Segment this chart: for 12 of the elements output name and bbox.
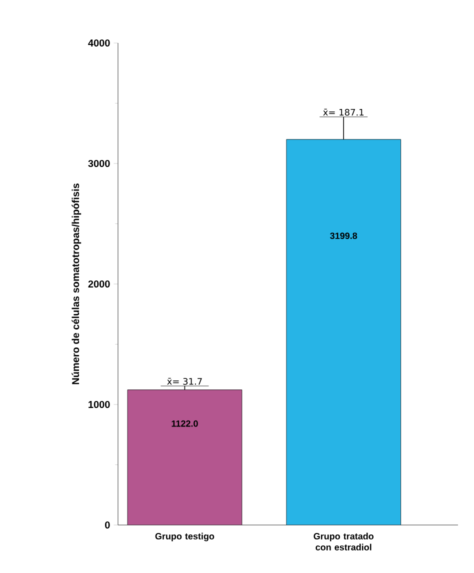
y-tick-label: 4000 [88, 39, 110, 47]
data-label: 1122.0 [172, 420, 198, 427]
y-axis-title: Número de células somatotropas/hipófisis [72, 184, 82, 384]
x-tick-label: Grupo tratado con estradiol [314, 532, 374, 550]
annotation: x̄= 187.1 [323, 108, 364, 116]
data-label: 3199.8 [330, 232, 358, 240]
y-tick-label: 2000 [88, 280, 110, 288]
y-tick-label: 0 [105, 521, 110, 529]
annotation: x̄= 31.7 [167, 378, 202, 385]
y-tick-label: 1000 [88, 400, 110, 408]
y-tick-label: 3000 [88, 160, 110, 168]
x-tick-label: Grupo testigo [155, 532, 214, 542]
